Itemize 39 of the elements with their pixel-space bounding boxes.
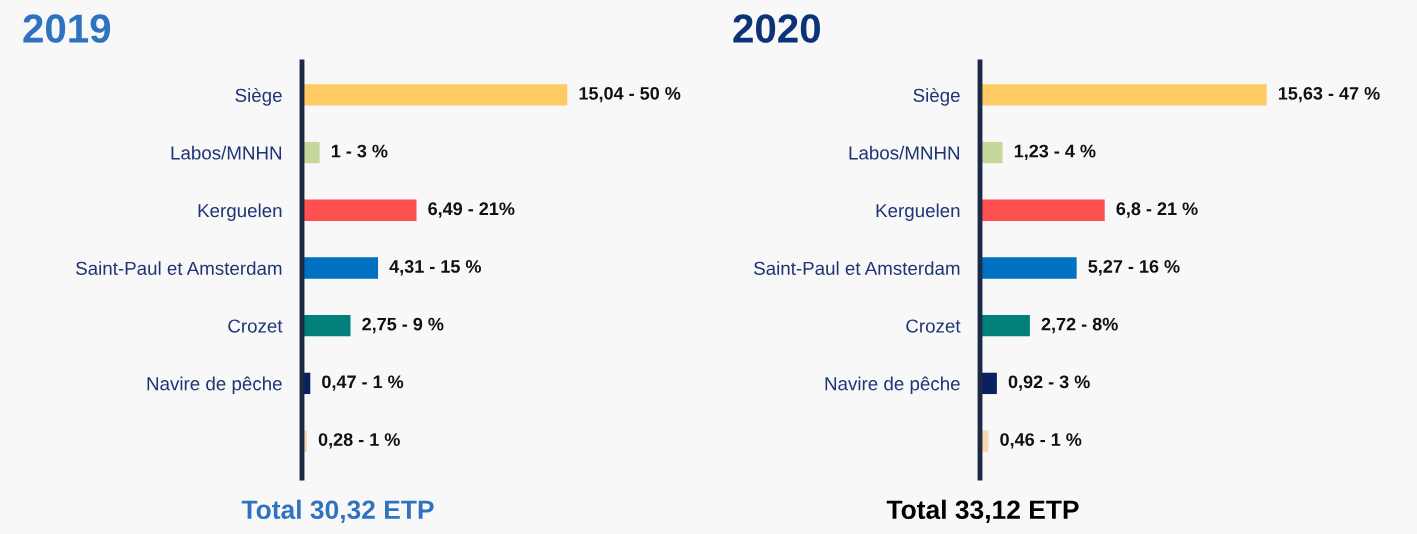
y-tick-label: Saint-Paul et Amsterdam	[76, 261, 282, 275]
bar	[980, 315, 1030, 337]
data-label: 0,47 - 1 %	[322, 375, 404, 391]
data-label: 2,75 - 9 %	[362, 317, 444, 334]
bar	[980, 199, 1105, 221]
bar	[302, 199, 417, 221]
data-label: 15,63 - 47 %	[1278, 86, 1380, 103]
data-label: 2,72 - 8%	[1041, 317, 1118, 334]
bar	[302, 257, 379, 279]
y-tick-label: Labos/MNHN	[849, 145, 960, 160]
data-label: 0,28 - 1 %	[318, 433, 400, 449]
data-label: 0,92 - 3 %	[1008, 375, 1090, 391]
y-tick-label: Labos/MNHN	[171, 145, 282, 160]
text: Total 30,32 ETP	[241, 499, 434, 523]
text: Total 33,12 ETP	[886, 499, 1079, 523]
y-tick-label: Saint-Paul et Amsterdam	[754, 261, 960, 275]
data-label: 0,46 - 1 %	[1000, 433, 1082, 449]
y-tick-label: Navire de pêche	[147, 376, 282, 395]
data-label: 4,31 - 15 %	[389, 260, 482, 276]
data-label: 1 - 3 %	[331, 144, 388, 158]
data-label: 6,49 - 21%	[428, 202, 515, 218]
y-tick-label: Crozet	[228, 319, 283, 333]
y-tick-label: Siège	[913, 87, 960, 106]
bar	[980, 141, 1003, 164]
data-label: 15,04 - 50 %	[579, 86, 681, 103]
y-tick-label: Kerguelen	[198, 203, 282, 221]
y-tick-label: Kerguelen	[876, 203, 960, 221]
chart-title: 2019	[23, 14, 111, 43]
y-tick-label: Siège	[235, 87, 282, 106]
bar	[302, 315, 351, 337]
y-tick-label: Crozet	[906, 319, 961, 333]
data-label: 1,23 - 4 %	[1014, 144, 1096, 161]
bar	[302, 84, 568, 106]
data-label: 6,8 - 21 %	[1116, 202, 1198, 218]
y-tick-label: Navire de pêche	[825, 376, 960, 395]
bar	[980, 257, 1077, 279]
chart-title: 2020	[733, 14, 820, 43]
bar	[980, 84, 1267, 106]
data-label: 5,27 - 16 %	[1088, 260, 1180, 276]
